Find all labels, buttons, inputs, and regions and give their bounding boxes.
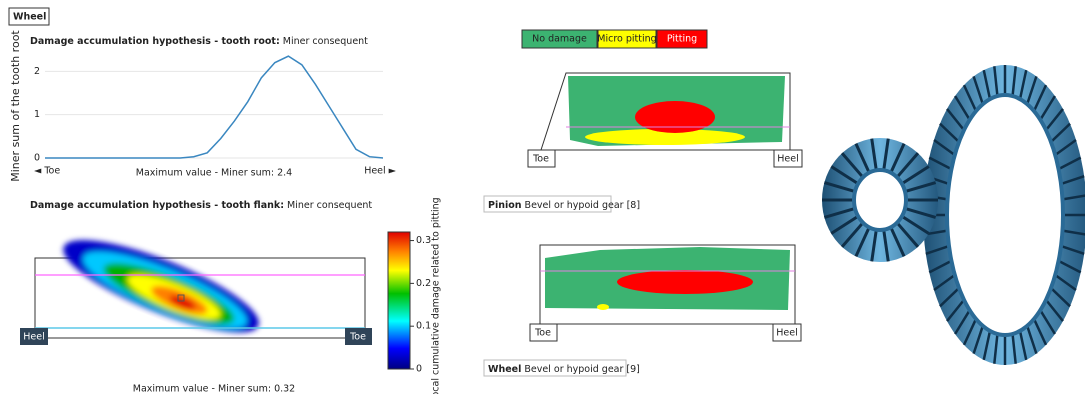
flank-caption: Maximum value - Miner sum: 0.32 [133,384,295,394]
gear-bore [947,95,1063,335]
wheel-heel: Heel [776,328,797,339]
gear-bore [854,170,906,230]
micro-pitting-area [597,304,609,310]
root-x-left: ◄ Toe [34,166,60,177]
root-caption: Maximum value - Miner sum: 2.4 [136,168,292,179]
report: Wheel Damage accumulation hypothesis - t… [0,0,1085,394]
pinion-pattern [541,73,790,150]
colorbar-tick-label: 0 [416,364,422,375]
wheel-pattern [540,245,795,324]
y-tick-label: 0 [34,153,40,164]
flank-title: Damage accumulation hypothesis - tooth f… [30,200,372,211]
panel-label: Wheel [13,12,46,23]
root-title: Damage accumulation hypothesis - tooth r… [30,36,368,47]
colorbar [388,232,410,369]
wheel-toe: Toe [534,328,551,339]
y-tick-label: 2 [34,66,40,77]
pitting-area [617,270,753,294]
pinion-caption: Pinion Bevel or hypoid gear [8] [488,200,640,211]
flank-left-label: Heel [23,332,44,343]
colorbar-tick-label: 0.2 [416,278,431,289]
legend-label: Pitting [667,34,697,45]
y-tick-label: 1 [34,109,40,120]
flank-heatmap [35,223,365,350]
root-x-right: Heel ► [364,166,396,177]
colorbar-tick-label: 0.1 [416,321,431,332]
legend-label: No damage [532,34,587,45]
wheel-caption: Wheel Bevel or hypoid gear [9] [488,364,640,375]
gear-image [822,65,1085,365]
pinion-heel: Heel [777,154,798,165]
pinion-toe: Toe [532,154,549,165]
pitting-area [635,101,715,133]
legend-label: Micro pitting [597,34,656,45]
flank-right-label: Toe [349,332,366,343]
root-y-label: Miner sum of the tooth root [9,30,22,182]
colorbar-tick-label: 0.3 [416,235,431,246]
colorbar-label: Local cumulative damage related to pitti… [431,197,442,394]
